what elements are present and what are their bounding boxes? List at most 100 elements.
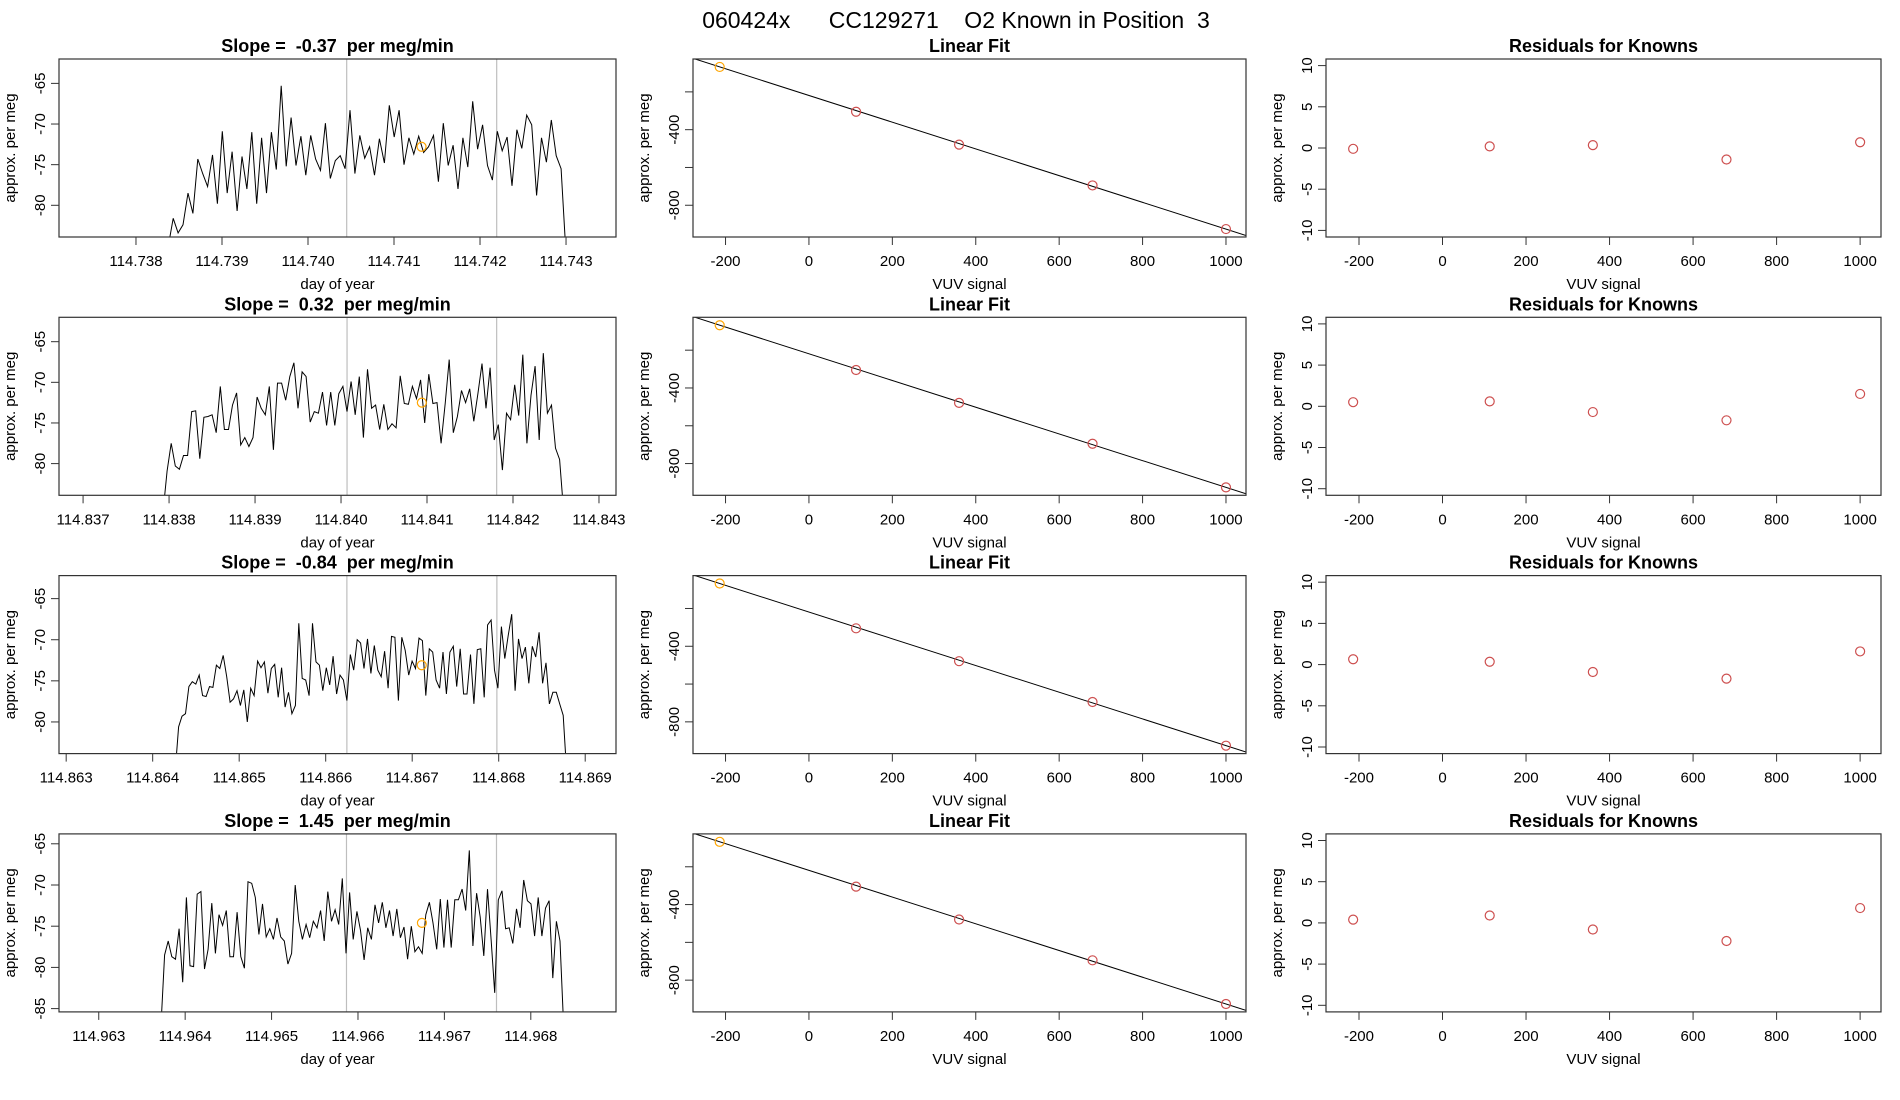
x-tick-label: 114.964 bbox=[159, 1028, 212, 1045]
x-tick-label: 114.965 bbox=[245, 1028, 298, 1045]
x-tick-label: 1000 bbox=[1209, 770, 1242, 787]
plot-frame bbox=[58, 833, 617, 1013]
x-tick-label: 114.743 bbox=[539, 253, 592, 270]
x-axis-label: VUV signal bbox=[1566, 534, 1640, 551]
plot-area bbox=[169, 59, 566, 237]
x-tick-label: 0 bbox=[1438, 253, 1446, 270]
data-point bbox=[1587, 924, 1598, 935]
y-tick-label: -70 bbox=[32, 113, 49, 135]
x-tick-label: 1000 bbox=[1843, 770, 1876, 787]
x-tick-label: 114.968 bbox=[504, 1028, 557, 1045]
highlight-point bbox=[416, 660, 427, 671]
x-axis-label: day of year bbox=[300, 534, 374, 551]
x-tick-label: -200 bbox=[1344, 1028, 1374, 1045]
plot-frame bbox=[58, 574, 617, 755]
data-point bbox=[953, 914, 965, 925]
residuals-panel: Residuals for Knowns VUV signal approx. pe… bbox=[1269, 294, 1882, 551]
x-tick-label: 200 bbox=[880, 253, 905, 270]
x-tick-label: 200 bbox=[880, 1028, 905, 1045]
y-tick-label: 0 bbox=[1299, 660, 1316, 668]
plot-frame bbox=[692, 833, 1247, 1013]
y-tick-label: 10 bbox=[1299, 832, 1316, 849]
panel-title: Residuals for Knowns bbox=[1509, 811, 1698, 831]
x-tick-label: 114.838 bbox=[143, 511, 196, 528]
y-tick-label: -80 bbox=[32, 957, 49, 979]
data-point bbox=[1087, 180, 1098, 191]
plot-area bbox=[161, 833, 564, 1012]
y-tick-label: -65 bbox=[32, 588, 49, 610]
x-tick-label: 400 bbox=[1597, 511, 1622, 528]
data-point bbox=[953, 139, 965, 150]
y-tick-label: -65 bbox=[32, 331, 49, 353]
plot-frame bbox=[1325, 58, 1882, 238]
highlight-point bbox=[416, 397, 427, 408]
data-point bbox=[1587, 406, 1598, 418]
y-tick-label: -400 bbox=[666, 890, 683, 920]
x-tick-label: 400 bbox=[963, 253, 988, 270]
y-tick-label: -10 bbox=[1299, 736, 1316, 758]
data-point bbox=[1220, 998, 1232, 1010]
plot-frame bbox=[692, 316, 1247, 496]
residuals-panel: Residuals for Knowns VUV signal approx. pe… bbox=[1269, 36, 1882, 293]
x-tick-label: 114.738 bbox=[109, 253, 162, 270]
x-tick-label: 1000 bbox=[1209, 253, 1242, 270]
data-point bbox=[1855, 137, 1866, 148]
y-tick-label: -800 bbox=[666, 707, 683, 737]
highlight-point bbox=[416, 141, 427, 152]
y-axis-label: approx. per meg bbox=[1269, 610, 1286, 719]
panel-title: Slope = -0.37 per meg/min bbox=[221, 36, 454, 56]
x-axis-label: VUV signal bbox=[932, 1051, 1006, 1068]
plot-area bbox=[693, 833, 1246, 1011]
x-tick-label: 200 bbox=[880, 770, 905, 787]
x-tick-label: 0 bbox=[1438, 770, 1446, 787]
x-tick-label: 114.863 bbox=[40, 770, 93, 787]
plot-frame bbox=[58, 58, 617, 238]
x-tick-label: -200 bbox=[711, 1028, 741, 1045]
x-tick-label: 114.842 bbox=[486, 511, 539, 528]
plot-area bbox=[1348, 646, 1866, 684]
y-tick-label: -70 bbox=[32, 874, 49, 896]
data-point bbox=[1348, 143, 1359, 154]
x-axis-label: VUV signal bbox=[932, 534, 1006, 551]
x-tick-label: -200 bbox=[711, 511, 741, 528]
x-tick-label: 400 bbox=[1597, 253, 1622, 270]
y-tick-label: -70 bbox=[32, 629, 49, 651]
y-axis-label: approx. per meg bbox=[2, 352, 19, 461]
data-point bbox=[1348, 654, 1359, 665]
plot-area bbox=[693, 575, 1246, 753]
y-tick-label: -75 bbox=[32, 412, 49, 434]
y-tick-label: 0 bbox=[1299, 919, 1316, 927]
data-point bbox=[714, 578, 725, 589]
data-point bbox=[1484, 396, 1495, 407]
x-tick-label: 800 bbox=[1764, 511, 1789, 528]
x-tick-label: 114.967 bbox=[418, 1028, 471, 1045]
x-tick-label: 114.865 bbox=[213, 770, 266, 787]
data-point bbox=[1484, 910, 1495, 921]
y-tick-label: 5 bbox=[1299, 103, 1316, 111]
x-tick-label: 0 bbox=[1438, 511, 1446, 528]
data-point bbox=[1087, 438, 1098, 449]
y-tick-label: 5 bbox=[1299, 878, 1316, 886]
time-series-panel: Slope = 0.32 per meg/min day of year appro… bbox=[2, 294, 626, 551]
y-tick-label: 10 bbox=[1299, 574, 1316, 591]
x-tick-label: 800 bbox=[1130, 511, 1155, 528]
linear-fit-panel: Linear Fit VUV signal approx. per meg -200 0… bbox=[636, 36, 1247, 293]
plot-area bbox=[693, 59, 1246, 236]
plot-frame bbox=[692, 58, 1247, 238]
x-tick-label: 400 bbox=[1597, 770, 1622, 787]
data-point bbox=[1721, 673, 1732, 684]
x-tick-label: 114.740 bbox=[281, 253, 334, 270]
x-tick-label: 114.742 bbox=[453, 253, 506, 270]
x-tick-label: 200 bbox=[880, 511, 905, 528]
data-point bbox=[1587, 666, 1598, 678]
x-tick-label: 600 bbox=[1681, 770, 1706, 787]
x-tick-label: 800 bbox=[1130, 1028, 1155, 1045]
data-point bbox=[953, 397, 965, 408]
x-axis-label: day of year bbox=[300, 276, 374, 293]
x-axis-label: VUV signal bbox=[1566, 1051, 1640, 1068]
panel-title: Linear Fit bbox=[929, 811, 1010, 831]
plot-frame bbox=[1325, 574, 1882, 755]
data-point bbox=[1587, 140, 1598, 151]
panel-title: Slope = 0.32 per meg/min bbox=[224, 294, 451, 314]
series-line bbox=[161, 850, 564, 1012]
